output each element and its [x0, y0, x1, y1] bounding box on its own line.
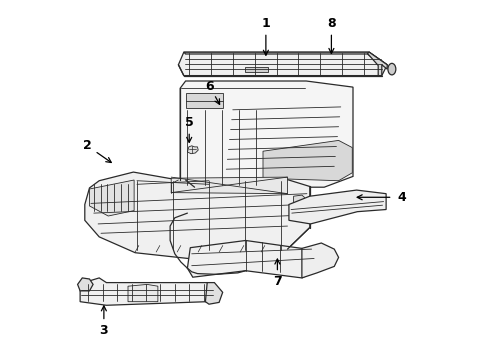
Ellipse shape: [388, 63, 396, 75]
Text: 4: 4: [397, 191, 406, 204]
Polygon shape: [187, 146, 198, 154]
Polygon shape: [245, 67, 269, 72]
Polygon shape: [186, 93, 223, 108]
Polygon shape: [289, 190, 386, 224]
Text: 8: 8: [327, 17, 336, 30]
Text: 1: 1: [262, 17, 270, 30]
Polygon shape: [184, 52, 387, 65]
Polygon shape: [180, 81, 353, 187]
Polygon shape: [85, 172, 310, 258]
Polygon shape: [205, 283, 222, 304]
Polygon shape: [337, 195, 353, 205]
Text: 5: 5: [185, 116, 194, 129]
Polygon shape: [178, 52, 387, 76]
Text: 3: 3: [99, 324, 108, 337]
Polygon shape: [302, 243, 339, 278]
Polygon shape: [263, 140, 352, 181]
Text: 6: 6: [205, 80, 214, 93]
Text: 7: 7: [273, 275, 282, 288]
Polygon shape: [77, 278, 93, 291]
Polygon shape: [187, 240, 316, 278]
Text: 2: 2: [83, 139, 92, 152]
Polygon shape: [90, 180, 134, 216]
Polygon shape: [128, 284, 158, 302]
Polygon shape: [80, 278, 215, 305]
Polygon shape: [368, 52, 387, 76]
Polygon shape: [294, 195, 304, 206]
Polygon shape: [171, 177, 288, 194]
